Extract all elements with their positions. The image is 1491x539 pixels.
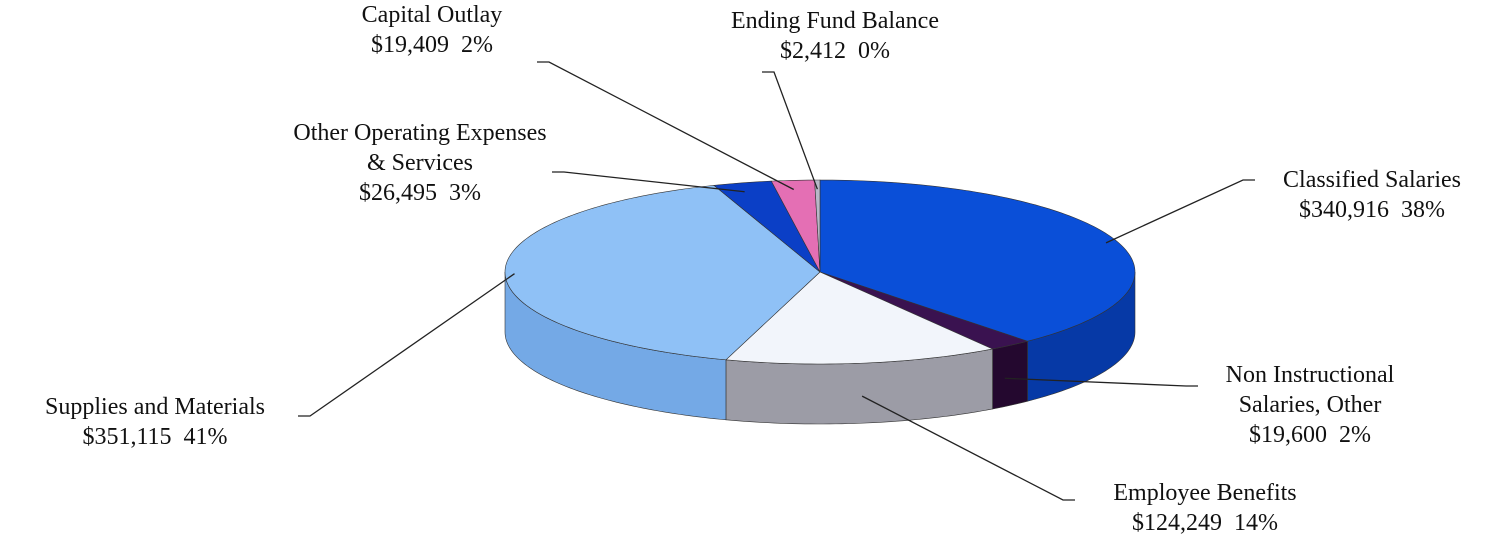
slice [713,180,821,273]
category-label: Ending Fund Balance [731,8,939,34]
category-label: Employee Benefits [1113,480,1297,506]
slice-side [992,340,1028,410]
leader-line [552,171,745,193]
data-label: Classified Salaries $340,916 38% [1242,165,1491,225]
value-row: $340,916 38% [1242,195,1491,225]
data-label: Ending Fund Balance $2,412 0% [695,6,975,66]
category-label: Non Instructional Salaries, Other [1225,362,1395,418]
leader-line [298,273,515,417]
value-label: $124,249 [1132,510,1222,536]
value-row: $124,249 14% [1070,508,1340,538]
leader-line [861,395,1075,501]
percent-label: 2% [1339,422,1371,448]
data-label: Capital Outlay $19,409 2% [302,0,562,60]
category-label: Other Operating Expenses & Services [293,120,547,176]
side-walls [504,271,1136,425]
slice [819,271,1029,350]
value-row: $2,412 0% [695,36,975,66]
percent-label: 2% [461,32,493,58]
value-label: $19,409 [371,32,449,58]
percent-label: 14% [1234,510,1278,536]
value-row: $351,115 41% [5,422,305,452]
percent-label: 3% [449,180,481,206]
data-label: Non Instructional Salaries, Other $19,600… [1195,360,1425,450]
percent-label: 38% [1401,197,1445,223]
slice [819,179,1136,342]
value-label: $351,115 [82,424,172,450]
leader-line [537,61,795,191]
value-row: $19,600 2% [1195,420,1425,450]
category-label: Supplies and Materials [45,394,265,420]
percent-label: 0% [858,38,890,64]
data-label: Other Operating Expenses & Services $26,4… [283,118,558,208]
slice [770,179,821,273]
leader-line [762,71,818,190]
slice [814,179,821,273]
value-label: $26,495 [359,180,437,206]
value-label: $19,600 [1249,422,1327,448]
leader-line [1105,179,1255,244]
value-row: $19,409 2% [302,30,562,60]
slice [725,271,994,365]
slice [504,185,821,361]
value-row: $26,495 3% [283,178,558,208]
data-label: Employee Benefits $124,249 14% [1070,478,1340,538]
category-label: Capital Outlay [361,2,503,28]
category-label: Classified Salaries [1283,167,1461,193]
percent-label: 41% [183,424,228,450]
data-label: Supplies and Materials $351,115 41% [5,392,305,452]
slice-tops [504,179,1136,365]
value-label: $2,412 [780,38,846,64]
value-label: $340,916 [1299,197,1389,223]
leader-line [1004,377,1198,387]
